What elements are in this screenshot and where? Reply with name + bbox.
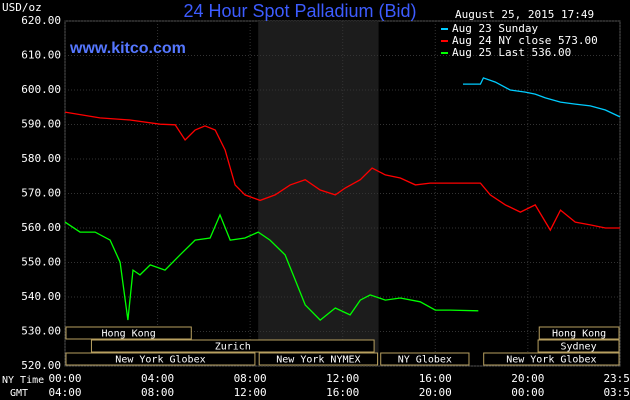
- session-box: [538, 326, 620, 340]
- x-tick-label: 20:00: [511, 372, 544, 385]
- x2-tick-label: 04:00: [48, 386, 81, 399]
- session-label: New York Globex: [506, 355, 596, 366]
- price-line: [64, 213, 479, 321]
- session-box: [537, 339, 620, 353]
- y-unit: USD/oz: [2, 1, 42, 14]
- y-tick-label: 530.00: [21, 325, 61, 338]
- y-tick-label: 610.00: [21, 49, 61, 62]
- x2-tick-label: 08:00: [141, 386, 174, 399]
- x2-tick-label: 16:00: [326, 386, 359, 399]
- session-box: [65, 352, 256, 366]
- session-label: New York NYMEX: [276, 355, 360, 366]
- x-tick-label: 04:00: [141, 372, 174, 385]
- x-tick-label: 08:00: [234, 372, 267, 385]
- y-tick-label: 590.00: [21, 118, 61, 131]
- legend-label: Aug 25 Last 536.00: [452, 46, 571, 59]
- price-line: [64, 111, 620, 232]
- session-label: NY Globex: [398, 355, 452, 366]
- session-box: [65, 326, 192, 340]
- y-tick-label: 600.00: [21, 83, 61, 96]
- session-box: [90, 339, 375, 353]
- x2-label: GMT: [10, 388, 28, 399]
- timestamp: August 25, 2015 17:49: [455, 8, 594, 21]
- session-box: [380, 352, 470, 366]
- y-tick-label: 560.00: [21, 221, 61, 234]
- session-label: New York Globex: [115, 355, 205, 366]
- x2-tick-label: 03:59: [603, 386, 630, 399]
- y-tick-label: 520.00: [21, 359, 61, 372]
- x-tick-label: 12:00: [326, 372, 359, 385]
- y-tick-label: 570.00: [21, 187, 61, 200]
- x-tick-label: 23:59: [603, 372, 630, 385]
- x2-tick-label: 12:00: [234, 386, 267, 399]
- x-tick-label: 00:00: [48, 372, 81, 385]
- session-box: [483, 352, 620, 366]
- legend-label: Aug 23 Sunday: [452, 22, 538, 35]
- x2-tick-label: 00:00: [511, 386, 544, 399]
- session-label: Sydney: [560, 342, 596, 353]
- session-label: Hong Kong: [102, 329, 156, 340]
- y-tick-label: 620.00: [21, 14, 61, 27]
- y-tick-label: 580.00: [21, 152, 61, 165]
- x-label: NY Time: [2, 375, 44, 386]
- x-tick-label: 16:00: [419, 372, 452, 385]
- x2-tick-label: 20:00: [419, 386, 452, 399]
- price-line: [463, 77, 621, 118]
- session-label: Hong Kong: [552, 329, 606, 340]
- session-label: Zurich: [215, 342, 251, 353]
- y-tick-label: 550.00: [21, 256, 61, 269]
- y-tick-label: 540.00: [21, 290, 61, 303]
- watermark: www.kitco.com: [69, 40, 186, 57]
- chart-title: 24 Hour Spot Palladium (Bid): [183, 1, 416, 21]
- session-box: [258, 352, 379, 366]
- legend-label: Aug 24 NY close 573.00: [452, 34, 598, 47]
